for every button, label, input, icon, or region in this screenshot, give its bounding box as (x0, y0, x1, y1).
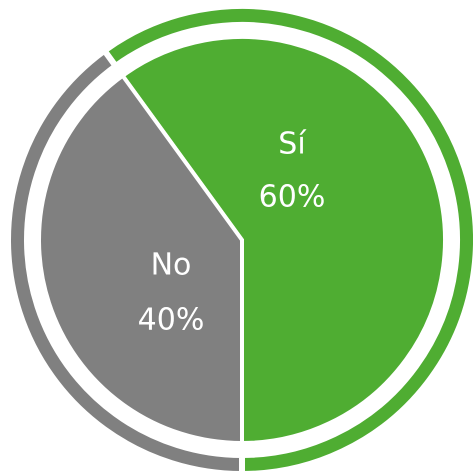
value-label: 60% (259, 180, 326, 215)
pie-slice (37, 72, 244, 446)
slice-label: No (151, 248, 192, 283)
pie-slice (119, 35, 447, 446)
value-label: 40% (138, 303, 205, 338)
ring-segment (5, 46, 245, 474)
slice-label: Sí (278, 127, 307, 162)
